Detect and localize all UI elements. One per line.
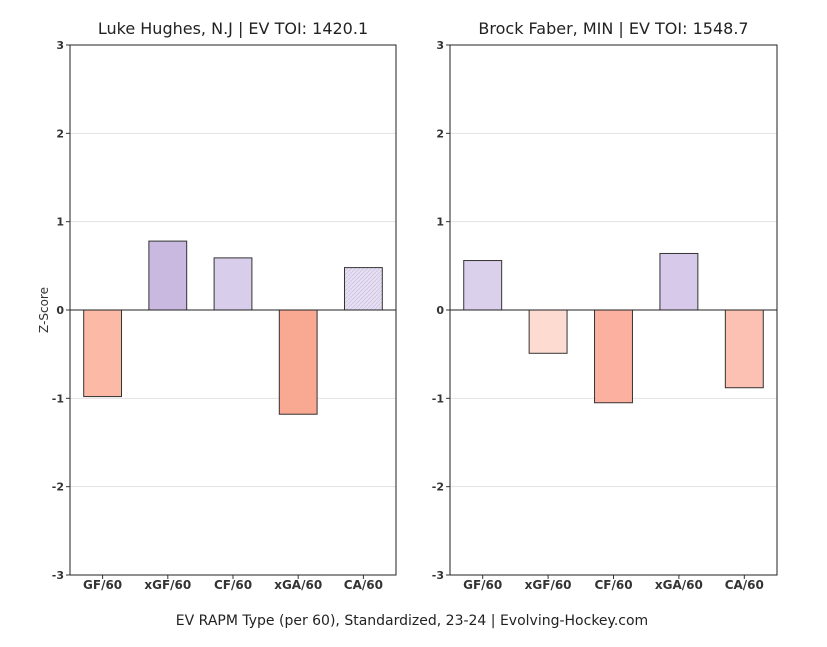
y-tick-label: 0 [56, 304, 64, 317]
bar-xga-per-60 [659, 252, 699, 311]
bar-gf-per-60 [83, 309, 123, 398]
y-tick-label: -3 [52, 569, 64, 582]
x-tick-label: xGA/60 [655, 578, 703, 592]
y-tick-label: -2 [52, 481, 64, 494]
y-axis-label: Z-Score [37, 287, 51, 333]
bar-xgf-per-60 [148, 240, 188, 311]
x-tick-label: CA/60 [725, 578, 764, 592]
bar-ca-per-60 [343, 267, 383, 311]
y-tick-label: -3 [432, 569, 444, 582]
bar-xga-per-60 [278, 309, 318, 415]
bar-xgf-per-60 [528, 309, 568, 354]
x-tick-label: GF/60 [83, 578, 122, 592]
bar-gf-per-60 [463, 260, 503, 311]
chart-caption: EV RAPM Type (per 60), Standardized, 23-… [176, 613, 648, 629]
x-tick-label: xGA/60 [274, 578, 322, 592]
y-tick-label: 3 [56, 39, 64, 52]
x-tick-label: CF/60 [594, 578, 632, 592]
chart-title: Luke Hughes, N.J | EV TOI: 1420.1 [98, 19, 368, 38]
x-tick-label: CA/60 [344, 578, 383, 592]
y-tick-label: 1 [56, 216, 64, 229]
y-tick-label: 0 [436, 304, 444, 317]
y-tick-label: -1 [432, 392, 444, 405]
chart-title: Brock Faber, MIN | EV TOI: 1548.7 [478, 19, 748, 38]
y-tick-label: 1 [436, 216, 444, 229]
y-tick-label: 3 [436, 39, 444, 52]
y-tick-label: 2 [56, 127, 64, 140]
x-tick-label: GF/60 [463, 578, 502, 592]
chart-panel-1: GF/60 xGF/60 CF/60 xGA/60 CA/60 -3 -2 -1 0 1 2 3 Luk… [37, 19, 397, 592]
x-tick-label: xGF/60 [525, 578, 572, 592]
y-tick-label: -2 [432, 481, 444, 494]
x-tick-label: CF/60 [214, 578, 252, 592]
y-tick-label: -1 [52, 392, 64, 405]
bar-ca-per-60 [724, 309, 764, 389]
chart-panel-2: GF/60 xGF/60 CF/60 xGA/60 CA/60 -3 -2 -1 0 1 2 3 Bro… [432, 19, 778, 592]
bar-cf-per-60 [213, 257, 253, 311]
bar-cf-per-60 [594, 309, 633, 404]
y-tick-label: 2 [436, 127, 444, 140]
x-tick-label: xGF/60 [144, 578, 191, 592]
